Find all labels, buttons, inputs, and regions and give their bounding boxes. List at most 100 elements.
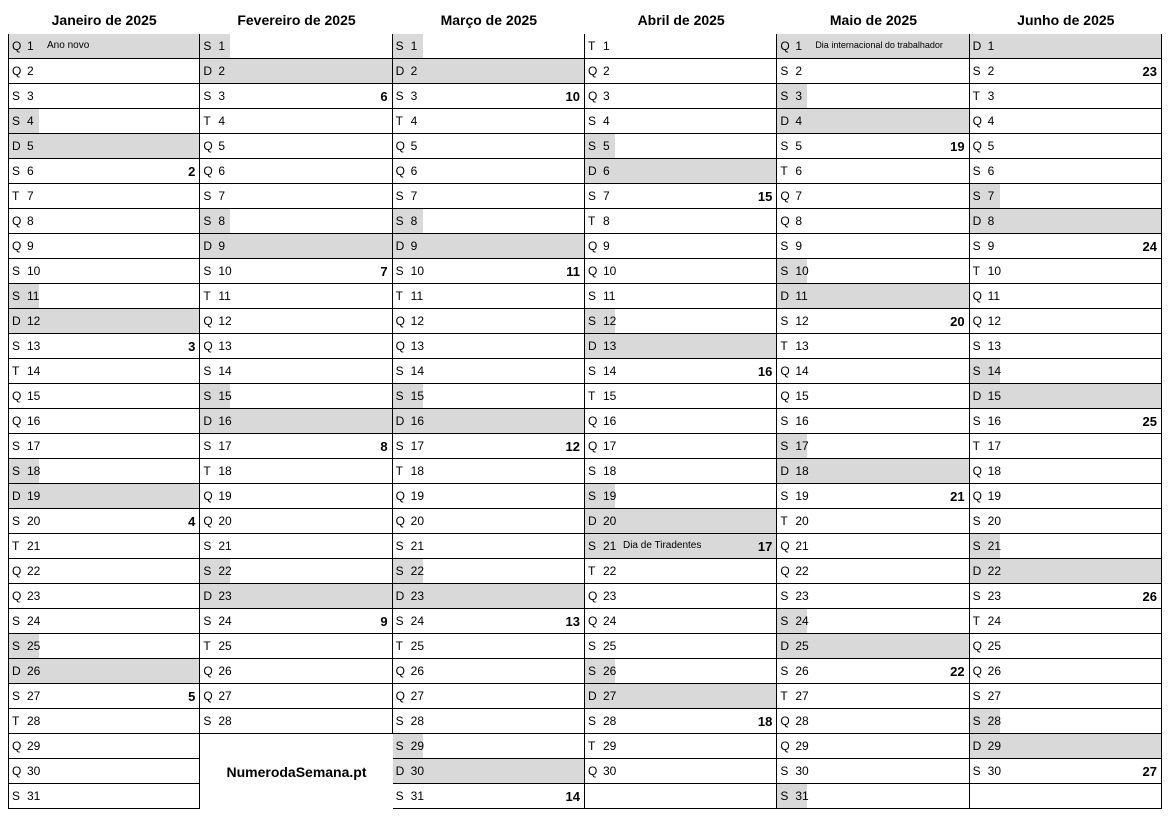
weekday-letter: S bbox=[9, 639, 25, 653]
weekday-letter: D bbox=[585, 339, 601, 353]
day-number: 10 bbox=[409, 264, 431, 278]
day-cell: Q24 bbox=[585, 609, 777, 634]
day-number: 12 bbox=[793, 314, 815, 328]
weekday-letter: D bbox=[200, 589, 216, 603]
weekday-letter: Q bbox=[777, 739, 793, 753]
day-number: 28 bbox=[986, 714, 1008, 728]
day-number: 10 bbox=[793, 264, 815, 278]
day-number: 1 bbox=[216, 39, 238, 53]
month-header: Março de 2025 bbox=[393, 8, 585, 34]
day-number: 21 bbox=[25, 539, 47, 553]
day-cell: S24 bbox=[777, 609, 969, 634]
day-number: 20 bbox=[216, 514, 238, 528]
day-number: 27 bbox=[793, 689, 815, 703]
day-cell: D1 bbox=[970, 34, 1162, 59]
day-number: 7 bbox=[409, 189, 431, 203]
day-cell: Q29 bbox=[8, 734, 200, 759]
day-cell: Q20 bbox=[200, 509, 392, 534]
weekday-letter: Q bbox=[970, 664, 986, 678]
day-number: 10 bbox=[986, 264, 1008, 278]
day-number: 16 bbox=[25, 414, 47, 428]
day-number: 5 bbox=[25, 139, 47, 153]
weekday-letter: D bbox=[970, 39, 986, 53]
weekday-letter: S bbox=[970, 189, 986, 203]
day-number: 11 bbox=[601, 289, 623, 303]
day-number: 3 bbox=[793, 89, 815, 103]
weekday-letter: S bbox=[585, 714, 601, 728]
weekday-letter: Q bbox=[777, 539, 793, 553]
weekday-letter: Q bbox=[585, 239, 601, 253]
day-cell: Q23 bbox=[585, 584, 777, 609]
day-number: 5 bbox=[216, 139, 238, 153]
day-cell: Q12 bbox=[970, 309, 1162, 334]
day-cell: S25 bbox=[8, 634, 200, 659]
day-cell: S310 bbox=[393, 84, 585, 109]
weekday-letter: D bbox=[9, 664, 25, 678]
day-cell: S15 bbox=[393, 384, 585, 409]
day-cell: D19 bbox=[8, 484, 200, 509]
day-number: 5 bbox=[793, 139, 815, 153]
weekday-letter: D bbox=[777, 639, 793, 653]
week-number: 5 bbox=[188, 689, 199, 704]
month-column: Fevereiro de 2025S1D2S36T4Q5Q6S7S8D9S107… bbox=[200, 8, 392, 809]
day-cell: S31 bbox=[8, 784, 200, 809]
weekday-letter: S bbox=[393, 739, 409, 753]
day-number: 12 bbox=[986, 314, 1008, 328]
day-number: 12 bbox=[25, 314, 47, 328]
day-cell: S2413 bbox=[393, 609, 585, 634]
day-number: 8 bbox=[409, 214, 431, 228]
day-cell: Q21 bbox=[777, 534, 969, 559]
day-number: 14 bbox=[986, 364, 1008, 378]
day-number: 13 bbox=[986, 339, 1008, 353]
weekday-letter: S bbox=[200, 539, 216, 553]
day-number: 22 bbox=[793, 564, 815, 578]
weekday-letter: Q bbox=[970, 139, 986, 153]
day-cell: S17 bbox=[8, 434, 200, 459]
day-number: 7 bbox=[986, 189, 1008, 203]
day-cell: D5 bbox=[8, 134, 200, 159]
weekday-letter: S bbox=[200, 89, 216, 103]
weekday-letter: S bbox=[777, 614, 793, 628]
day-number: 31 bbox=[793, 789, 815, 803]
day-cell: S1921 bbox=[777, 484, 969, 509]
weekday-letter: S bbox=[9, 464, 25, 478]
weekday-letter: T bbox=[585, 564, 601, 578]
day-number: 7 bbox=[216, 189, 238, 203]
weekday-letter: Q bbox=[777, 389, 793, 403]
day-cell: S249 bbox=[200, 609, 392, 634]
weekday-letter: D bbox=[970, 564, 986, 578]
day-cell: S21 bbox=[200, 534, 392, 559]
weekday-letter: Q bbox=[9, 39, 25, 53]
weekday-letter: D bbox=[9, 489, 25, 503]
weekday-letter: S bbox=[9, 439, 25, 453]
day-number: 3 bbox=[216, 89, 238, 103]
weekday-letter: S bbox=[777, 139, 793, 153]
day-cell: S6 bbox=[970, 159, 1162, 184]
day-cell: Q20 bbox=[393, 509, 585, 534]
week-number: 24 bbox=[1143, 239, 1161, 254]
day-cell: Q19 bbox=[393, 484, 585, 509]
day-cell: S10 bbox=[777, 259, 969, 284]
day-number: 5 bbox=[601, 139, 623, 153]
day-number: 13 bbox=[216, 339, 238, 353]
day-number: 26 bbox=[986, 664, 1008, 678]
weekday-letter: S bbox=[970, 364, 986, 378]
week-number: 27 bbox=[1143, 764, 1161, 779]
weekday-letter: D bbox=[970, 214, 986, 228]
day-cell: S2326 bbox=[970, 584, 1162, 609]
week-number: 3 bbox=[188, 339, 199, 354]
day-number: 27 bbox=[25, 689, 47, 703]
day-number: 16 bbox=[793, 414, 815, 428]
day-number: 6 bbox=[793, 164, 815, 178]
weekday-letter: Q bbox=[970, 489, 986, 503]
weekday-letter: D bbox=[777, 464, 793, 478]
weekday-letter: T bbox=[9, 364, 25, 378]
weekday-letter: S bbox=[777, 264, 793, 278]
day-cell: Q19 bbox=[200, 484, 392, 509]
day-number: 6 bbox=[409, 164, 431, 178]
day-number: 23 bbox=[409, 589, 431, 603]
day-number: 23 bbox=[601, 589, 623, 603]
weekday-letter: S bbox=[970, 164, 986, 178]
weekday-letter: D bbox=[393, 414, 409, 428]
weekday-letter: S bbox=[970, 689, 986, 703]
